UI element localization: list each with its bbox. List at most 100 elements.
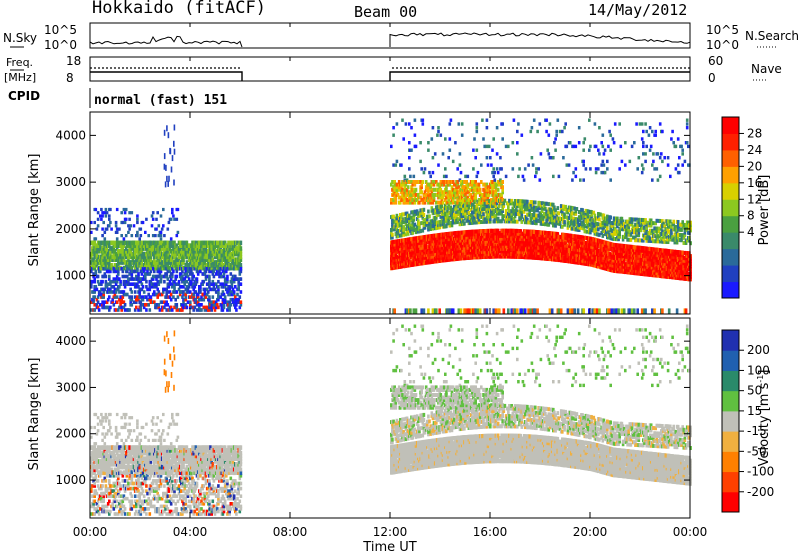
power-cell bbox=[435, 308, 438, 315]
power-cell bbox=[167, 285, 171, 289]
power-cell bbox=[421, 215, 425, 220]
power-cell bbox=[439, 253, 443, 258]
power-cell bbox=[144, 274, 147, 279]
power-cell bbox=[130, 251, 134, 257]
power-cell bbox=[133, 246, 137, 251]
power-cell bbox=[132, 224, 136, 228]
power-cell bbox=[419, 141, 422, 145]
power-cell bbox=[234, 260, 237, 265]
power-cell bbox=[139, 234, 143, 238]
power-cell bbox=[137, 285, 140, 289]
power-cell bbox=[410, 247, 413, 252]
power-cell bbox=[213, 287, 217, 292]
power-cell bbox=[202, 246, 206, 251]
power-cell bbox=[202, 297, 206, 302]
power-cell bbox=[177, 257, 181, 262]
power-cell bbox=[151, 234, 155, 238]
power-cell bbox=[102, 292, 105, 297]
power-cell bbox=[442, 180, 446, 184]
power-cell bbox=[487, 144, 491, 149]
power-cell bbox=[411, 230, 414, 235]
power-cell bbox=[113, 295, 117, 299]
power-cell bbox=[403, 174, 407, 179]
power-cell bbox=[97, 308, 101, 312]
power-cell bbox=[118, 260, 121, 265]
power-cell bbox=[115, 243, 119, 248]
power-cell bbox=[409, 308, 412, 315]
power-cell bbox=[109, 269, 112, 274]
power-cell bbox=[395, 218, 399, 223]
freq-tick-bottom: 8 bbox=[66, 71, 74, 85]
power-cell bbox=[454, 241, 457, 246]
power-cell bbox=[194, 297, 198, 302]
power-cell bbox=[101, 227, 104, 231]
power-cell bbox=[168, 243, 172, 248]
power-cell bbox=[435, 180, 438, 184]
power-cell bbox=[216, 240, 219, 246]
power-cell bbox=[103, 237, 107, 241]
power-cell bbox=[441, 152, 445, 156]
power-cell bbox=[445, 195, 448, 200]
power-cell bbox=[94, 207, 98, 212]
power-cell bbox=[156, 211, 159, 215]
power-cell bbox=[106, 305, 110, 310]
power-cell bbox=[182, 285, 185, 289]
power-cell bbox=[546, 148, 549, 152]
power-cell bbox=[141, 254, 145, 260]
power-cell bbox=[414, 227, 418, 232]
power-cell bbox=[547, 202, 551, 207]
power-cell bbox=[108, 263, 111, 268]
power-cell bbox=[212, 305, 216, 310]
power-cell bbox=[96, 217, 100, 221]
power-cell bbox=[444, 211, 447, 216]
power-cell bbox=[211, 257, 215, 262]
power-cell bbox=[95, 227, 99, 231]
power-cell bbox=[190, 305, 193, 310]
power-cell bbox=[139, 279, 143, 284]
power-cell bbox=[234, 295, 237, 299]
power-cell bbox=[140, 260, 144, 265]
power-cell bbox=[173, 285, 176, 289]
power-cell bbox=[174, 297, 177, 302]
nsky-tick-bottom: 10^0 bbox=[44, 38, 77, 52]
power-cell bbox=[548, 156, 552, 160]
power-cell bbox=[526, 199, 529, 204]
power-cell bbox=[408, 156, 411, 160]
power-cell bbox=[159, 234, 163, 238]
power-cell bbox=[431, 170, 435, 175]
power-cell bbox=[239, 246, 243, 251]
power-cell bbox=[490, 163, 493, 167]
power-cell bbox=[153, 274, 156, 279]
power-cell bbox=[196, 300, 200, 304]
power-cell bbox=[451, 198, 455, 202]
power-cell bbox=[427, 148, 430, 152]
nave-label: Nave bbox=[751, 62, 782, 76]
power-cell bbox=[447, 198, 450, 202]
nsky-tick-top: 10^5 bbox=[44, 23, 77, 37]
power-cell bbox=[104, 274, 108, 279]
power-cell bbox=[413, 182, 417, 187]
power-cell bbox=[482, 137, 485, 141]
power-cell bbox=[184, 269, 188, 274]
cpid-value: normal (fast) 151 bbox=[94, 93, 227, 108]
power-cell bbox=[214, 249, 218, 254]
power-cell bbox=[186, 290, 190, 294]
power-cell bbox=[432, 182, 436, 187]
power-cell bbox=[187, 285, 191, 289]
power-cell bbox=[429, 185, 432, 190]
power-cell bbox=[117, 308, 120, 312]
power-cell bbox=[208, 297, 211, 302]
power-cell bbox=[180, 277, 183, 281]
power-cell bbox=[121, 220, 125, 225]
power-cell bbox=[131, 257, 135, 262]
power-cell bbox=[431, 226, 435, 231]
freq-label: Freq. bbox=[6, 56, 33, 69]
power-cell bbox=[225, 287, 228, 292]
power-cell bbox=[111, 279, 114, 284]
power-cell bbox=[437, 256, 440, 261]
power-cell bbox=[429, 219, 432, 224]
power-cell bbox=[123, 279, 127, 284]
power-cell bbox=[394, 247, 398, 252]
power-cell bbox=[239, 263, 243, 268]
power-cell bbox=[126, 274, 129, 279]
